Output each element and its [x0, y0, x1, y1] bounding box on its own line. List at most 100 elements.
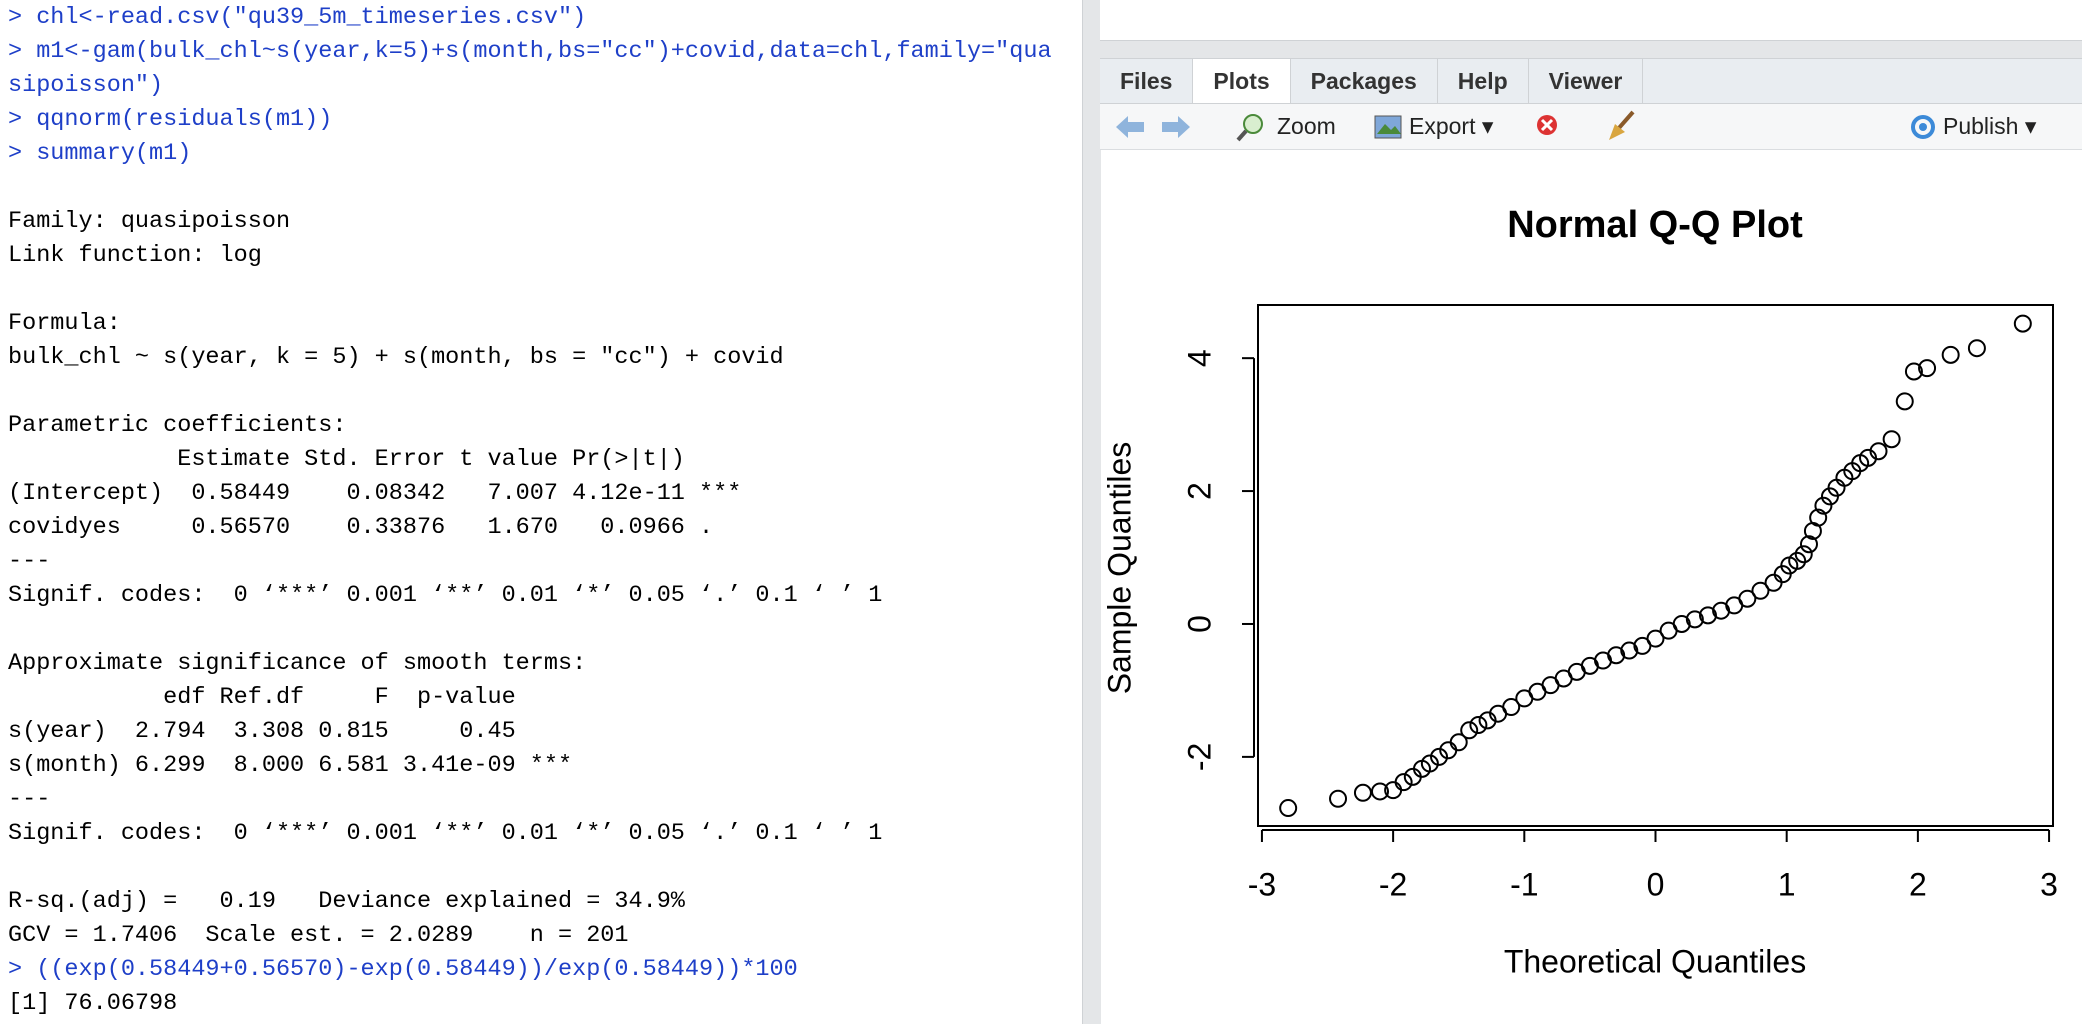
console-output: Signif. codes: 0 ‘***’ 0.001 ‘**’ 0.01 ‘… [8, 820, 883, 847]
pane-tab[interactable]: Help [1438, 59, 1529, 103]
console-output: Approximate significance of smooth terms… [8, 650, 587, 677]
export-button[interactable]: Export ▾ [1409, 113, 1494, 139]
console-output: Signif. codes: 0 ‘***’ 0.001 ‘**’ 0.01 ‘… [8, 582, 883, 609]
point [1764, 573, 1783, 592]
y-tick-label: 2 [1181, 482, 1217, 500]
point [1788, 551, 1807, 570]
x-tick-label: 1 [1778, 866, 1796, 902]
blank-line [0, 613, 1082, 647]
point [1751, 581, 1770, 600]
x-tick-label: -3 [1248, 866, 1276, 902]
console-output: covidyes 0.56570 0.33876 1.670 0.0966 . [8, 514, 714, 541]
chart-title: Normal Q-Q Plot [1507, 204, 1803, 246]
publish-label: Publish [1943, 113, 2019, 139]
point [1430, 747, 1449, 766]
console-output: bulk_chl ~ s(year, k = 5) + s(month, bs … [8, 344, 784, 371]
point [1469, 715, 1488, 734]
point [1738, 589, 1757, 608]
publish-icon [1911, 115, 1935, 139]
zoom-button[interactable]: Zoom [1277, 113, 1336, 139]
point [1620, 641, 1639, 660]
point [1607, 646, 1626, 665]
broom-icon[interactable] [1605, 110, 1637, 142]
console-output: s(month) 6.299 8.000 6.581 3.41e-09 *** [8, 752, 573, 779]
export-label: Export [1409, 113, 1476, 139]
blank-line [0, 851, 1082, 885]
console-output: Formula: [8, 310, 121, 337]
point [1698, 606, 1717, 625]
console-output: --- [8, 786, 51, 813]
blank-line [0, 375, 1082, 409]
console-input: > summary(m1) [8, 140, 192, 167]
top-pane [1100, 0, 2082, 41]
console-input: > qqnorm(residuals(m1)) [8, 106, 333, 133]
pane-tab[interactable]: Files [1100, 59, 1194, 103]
y-tick-label: 0 [1181, 615, 1217, 633]
point [1918, 359, 1937, 378]
point [2013, 314, 2032, 333]
x-tick-label: 0 [1647, 866, 1665, 902]
console-output: (Intercept) 0.58449 0.08342 7.007 4.12e-… [8, 480, 742, 507]
point [1394, 773, 1413, 792]
tab-bar: Files Plots Packages Help Viewer [1100, 58, 2082, 104]
console-input: sipoisson") [8, 72, 164, 99]
console-output: GCV = 1.7406 Scale est. = 2.0289 n = 201 [8, 922, 629, 949]
point [1794, 545, 1813, 564]
point [1895, 392, 1914, 411]
point [1869, 442, 1888, 461]
point [1371, 782, 1390, 801]
clear-icon[interactable] [1535, 113, 1563, 141]
blank-line [0, 171, 1082, 205]
point [1646, 629, 1665, 648]
zoom-icon [1236, 114, 1263, 142]
point [1672, 614, 1691, 633]
blank-line [0, 273, 1082, 307]
point [1941, 345, 1960, 364]
y-tick-label: 4 [1181, 349, 1217, 367]
plot-box [1257, 304, 2054, 827]
point [1685, 610, 1704, 629]
nav-arrows[interactable] [1114, 112, 1194, 142]
console-output: Family: quasipoisson [8, 208, 291, 235]
console-output: Estimate Std. Error t value Pr(>|t|) [8, 446, 685, 473]
point [1809, 508, 1828, 527]
point [1279, 799, 1298, 818]
console: > chl<-read.csv("qu39_5m_timeseries.csv"… [0, 4, 1082, 1017]
x-tick-label: -1 [1510, 866, 1538, 902]
y-axis-label: Sample Quantiles [1101, 442, 1137, 695]
point [1449, 733, 1468, 752]
y-tick-label: -2 [1181, 743, 1217, 771]
publish-button[interactable]: Publish ▾ [1943, 113, 2037, 139]
console-output: R-sq.(adj) = 0.19 Deviance explained = 3… [8, 888, 685, 915]
console-output: Link function: log [8, 242, 262, 269]
console-output: Parametric coefficients: [8, 412, 347, 439]
x-tick-label: 2 [1909, 866, 1927, 902]
console-input: > m1<-gam(bulk_chl~s(year,k=5)+s(month,b… [8, 38, 1052, 65]
point [1420, 754, 1439, 773]
x-axis-label: Theoretical Quantiles [1504, 943, 1806, 979]
point [1329, 789, 1348, 808]
qq-plot: Normal Q-Q Plot Theoretical Quantiles Sa… [1101, 204, 2058, 979]
pane-gap [1100, 41, 2082, 58]
pane-tab[interactable]: Viewer [1529, 59, 1644, 103]
point [1967, 339, 1986, 358]
point [1904, 362, 1923, 381]
console-output: edf Ref.df F p-value [8, 684, 516, 711]
pane-tab[interactable]: Plots [1193, 59, 1291, 103]
point [1502, 698, 1521, 717]
point [1460, 721, 1479, 740]
pane-tab[interactable]: Packages [1291, 59, 1438, 103]
console-output: [1] 76.06798 [8, 990, 178, 1017]
console-input: > ((exp(0.58449+0.56570)-exp(0.58449))/e… [8, 956, 798, 983]
pane-divider [1082, 0, 1101, 1024]
x-tick-label: -2 [1379, 866, 1407, 902]
console-output: s(year) 2.794 3.308 0.815 0.45 [8, 718, 516, 745]
point [1882, 430, 1901, 449]
console-input: > chl<-read.csv("qu39_5m_timeseries.csv"… [8, 4, 587, 31]
export-icon [1374, 115, 1402, 139]
console-output: --- [8, 548, 51, 575]
x-tick-label: 3 [2040, 866, 2058, 902]
point [1814, 496, 1833, 515]
point [1353, 783, 1372, 802]
